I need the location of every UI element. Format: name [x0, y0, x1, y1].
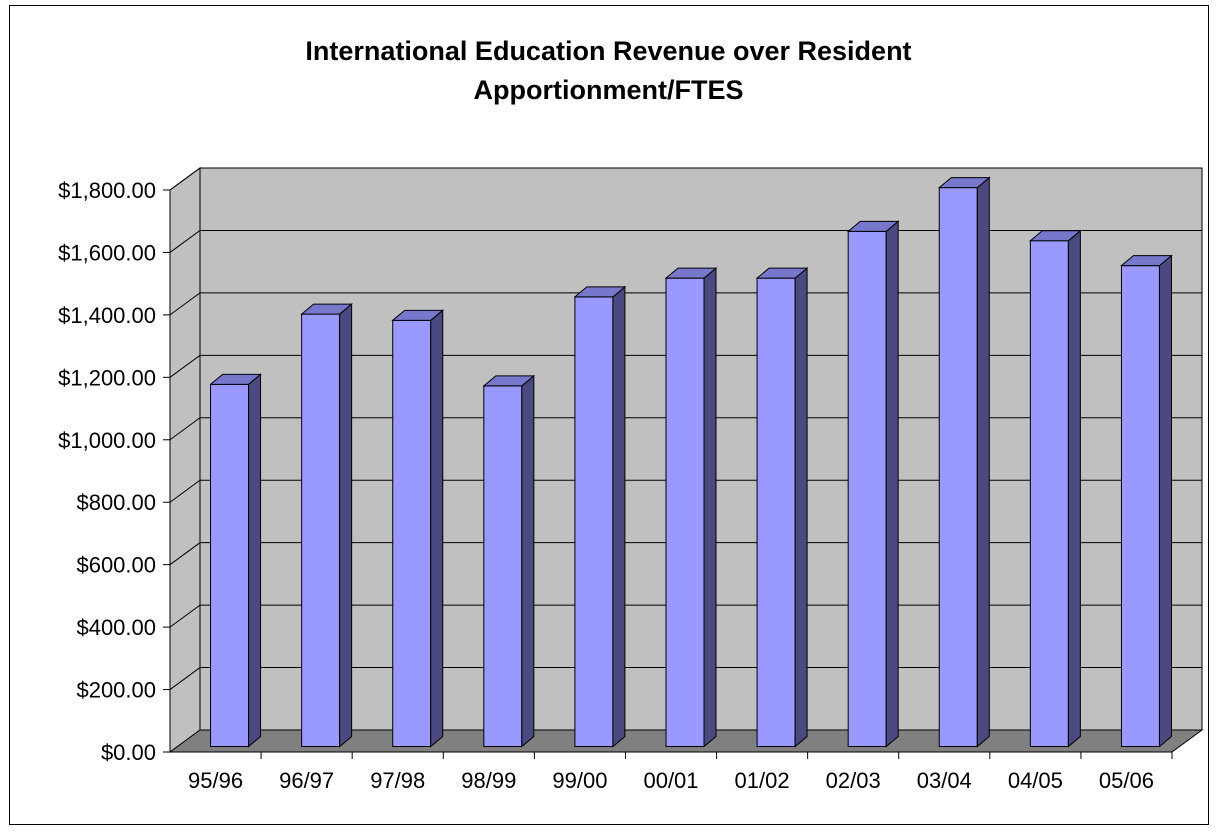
y-tick-label: $200.00 — [76, 678, 156, 703]
x-tick-label: 00/01 — [643, 768, 698, 793]
bar-front — [665, 277, 705, 747]
y-tick-label: $1,600.00 — [58, 240, 156, 265]
bar-front — [301, 313, 341, 747]
side-wall — [169, 167, 201, 753]
y-tick-label: $800.00 — [76, 490, 156, 515]
bar-side — [430, 309, 444, 748]
bar-side — [976, 176, 990, 748]
x-tick-label: 97/98 — [370, 768, 425, 793]
bar-97-98 — [391, 309, 445, 748]
bar-02-03 — [846, 220, 900, 748]
bar-00-01 — [664, 267, 718, 748]
x-tick-label: 98/99 — [461, 768, 516, 793]
x-tick-label: 04/05 — [1008, 768, 1063, 793]
x-tick-label: 05/06 — [1099, 768, 1154, 793]
bar-98-99 — [482, 374, 536, 748]
bar-front — [1120, 265, 1160, 747]
bar-front — [756, 277, 796, 747]
bar-side — [1067, 229, 1081, 748]
y-tick-label: $600.00 — [76, 553, 156, 578]
bar-front — [1029, 240, 1069, 747]
x-tick-label: 01/02 — [735, 768, 790, 793]
tick-labels: $0.00 $200.00 $400.00 $600.00 $800.00 $1,000.… — [58, 178, 1154, 793]
x-tick-label: 02/03 — [826, 768, 881, 793]
bar-front — [847, 230, 887, 748]
bar-top — [482, 375, 536, 387]
y-tick-label: $1,800.00 — [58, 178, 156, 203]
y-tick-label: $1,400.00 — [58, 303, 156, 328]
bar-top — [573, 286, 627, 298]
bar-99-00 — [573, 285, 627, 748]
bar-side — [612, 285, 626, 748]
bars — [209, 176, 1173, 748]
bar-top — [1028, 230, 1082, 242]
x-tick-label: 96/97 — [279, 768, 334, 793]
bar-front — [483, 385, 523, 747]
chart-title: International Education Revenue over Res… — [305, 36, 912, 105]
x-tick-label: 95/96 — [188, 768, 243, 793]
bar-top — [937, 177, 991, 189]
bar-side — [794, 267, 808, 748]
bar-03-04 — [937, 176, 991, 748]
axes — [163, 189, 1173, 759]
bar-top — [391, 309, 445, 321]
bar-side — [248, 373, 262, 748]
y-tick-label: $1,200.00 — [58, 365, 156, 390]
bar-top — [1120, 255, 1173, 267]
y-tick-label: $400.00 — [76, 615, 156, 640]
bar-top — [209, 373, 262, 385]
gridline — [169, 167, 1202, 191]
bar-front — [210, 383, 250, 747]
bar-front — [574, 296, 614, 747]
bar-top — [664, 267, 718, 279]
bar-front — [392, 319, 432, 747]
bar-01-02 — [755, 267, 809, 748]
x-tick-label: 03/04 — [917, 768, 972, 793]
bar-04-05 — [1028, 229, 1082, 748]
x-tick-label: 99/00 — [552, 768, 607, 793]
bar-side — [521, 374, 535, 748]
bar-side — [885, 220, 899, 748]
bar-top — [300, 303, 354, 315]
bar-side — [339, 303, 353, 748]
bar-05-06 — [1120, 254, 1173, 748]
bar-side — [1158, 254, 1172, 748]
bar-96-97 — [300, 303, 354, 748]
bar-95-96 — [209, 373, 262, 748]
bar-top — [755, 267, 809, 279]
bar-front — [938, 187, 978, 748]
bar-top — [846, 220, 900, 232]
y-tick-label: $0.00 — [101, 740, 156, 765]
y-tick-label: $1,000.00 — [58, 428, 156, 453]
bar-side — [703, 267, 717, 748]
